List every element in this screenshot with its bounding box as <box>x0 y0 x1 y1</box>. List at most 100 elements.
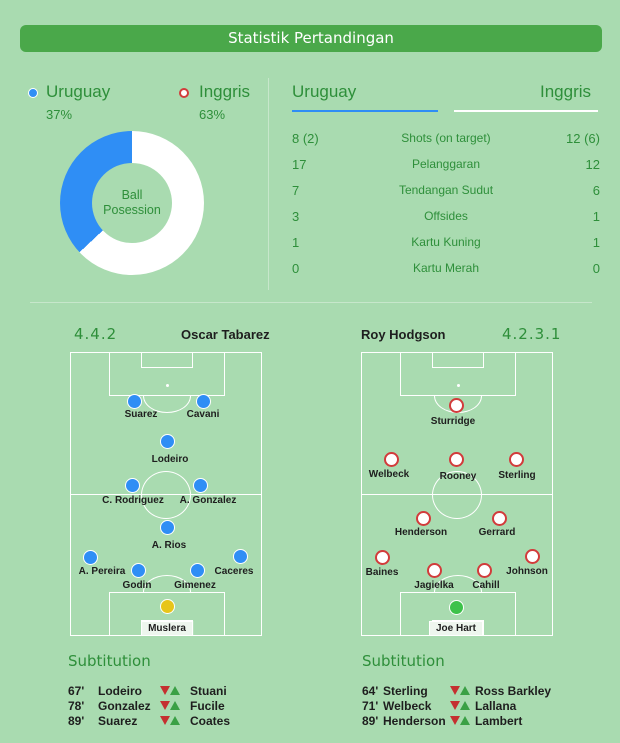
sub-minute: 71' <box>362 699 379 713</box>
sub-in-arrow-icon <box>460 716 470 725</box>
away-player-marker <box>448 397 464 413</box>
stat-home-value: 7 <box>292 183 300 198</box>
divider-vertical <box>268 78 269 290</box>
sub-out-arrow-icon <box>450 701 460 710</box>
stat-row: 8 (2) Shots (on target) 12 (6) <box>292 131 600 151</box>
stat-away-value: 1 <box>592 209 600 224</box>
sub-player-in: Stuani <box>190 684 227 698</box>
stat-row: 17 Pelanggaran 12 <box>292 157 600 177</box>
away-player-name: Joe Hart <box>428 621 484 636</box>
stat-away-value: 12 <box>585 157 600 172</box>
sub-player-out: Gonzalez <box>98 699 151 713</box>
home-coach: Oscar Tabarez <box>181 327 270 342</box>
stat-label: Pelanggaran <box>411 157 481 171</box>
home-player-marker <box>159 433 175 449</box>
away-player-name: Cahill <box>472 580 500 591</box>
sub-player-in: Fucile <box>190 699 225 713</box>
possession-away-pct: 63% <box>199 107 226 122</box>
stat-label: Tendangan Sudut <box>398 183 494 197</box>
sub-player-out: Suarez <box>98 714 138 728</box>
away-pitch <box>361 352 553 636</box>
home-player-marker <box>159 519 175 535</box>
possession-home-pct: 37% <box>46 107 73 122</box>
away-player-marker <box>383 451 399 467</box>
away-sub-row: 64' Sterling Ross Barkley <box>0 684 620 699</box>
page-title: Statistik Pertandingan <box>20 25 602 52</box>
away-player-name: Jagielka <box>414 580 454 591</box>
away-player-marker <box>524 548 540 564</box>
away-player-name: Henderson <box>394 527 448 538</box>
sub-minute: 89' <box>68 714 85 728</box>
home-player-name: A. Gonzalez <box>179 495 237 506</box>
home-player-name: C. Rodriguez <box>102 495 164 506</box>
stat-home-value: 17 <box>292 157 307 172</box>
sub-player-in: Lambert <box>475 714 523 728</box>
home-player-name: A. Rios <box>151 540 187 551</box>
stats-home-bar <box>292 110 438 112</box>
away-player-marker <box>476 562 492 578</box>
sub-in-arrow-icon <box>170 701 180 710</box>
sub-out-arrow-icon <box>160 716 170 725</box>
stat-row: 3 Offsides 1 <box>292 209 600 229</box>
home-sub-row: 78' Gonzalez Fucile <box>0 699 620 714</box>
divider-horizontal <box>30 302 592 303</box>
stat-label: Shots (on target) <box>401 131 491 145</box>
home-player-marker <box>192 477 208 493</box>
donut-center-label: Ball Posession <box>92 163 172 243</box>
stat-home-value: 0 <box>292 261 300 276</box>
sub-out-arrow-icon <box>160 686 170 695</box>
home-player-marker <box>82 549 98 565</box>
sub-out-arrow-icon <box>450 686 460 695</box>
stat-away-value: 6 <box>592 183 600 198</box>
away-player-name: Baines <box>365 567 399 578</box>
inggris-legend-dot <box>179 88 189 98</box>
away-sub-row: 71' Welbeck Lallana <box>0 699 620 714</box>
home-player-marker <box>159 598 175 614</box>
home-player-name: Suarez <box>124 409 158 420</box>
away-player-marker <box>448 451 464 467</box>
away-player-marker <box>426 562 442 578</box>
stat-home-value: 1 <box>292 235 300 250</box>
stats-home-team: Uruguay <box>292 82 357 101</box>
sub-minute: 64' <box>362 684 379 698</box>
sub-player-out: Welbeck <box>383 699 432 713</box>
sub-player-in: Ross Barkley <box>475 684 552 698</box>
home-subs-title: Subtitution <box>68 652 151 670</box>
sub-player-in: Lallana <box>475 699 517 713</box>
home-player-name: Cavani <box>186 409 220 420</box>
stat-away-value: 1 <box>592 235 600 250</box>
sub-minute: 89' <box>362 714 379 728</box>
stat-row: 0 Kartu Merah 0 <box>292 261 600 281</box>
sub-in-arrow-icon <box>170 686 180 695</box>
sub-in-arrow-icon <box>170 716 180 725</box>
stat-home-value: 8 (2) <box>292 131 319 146</box>
away-player-name: Johnson <box>506 566 548 577</box>
possession-away-name: Inggris <box>199 82 251 101</box>
sub-player-out: Sterling <box>383 684 428 698</box>
home-player-marker <box>232 548 248 564</box>
sub-player-in: Coates <box>190 714 231 728</box>
sub-out-arrow-icon <box>450 716 460 725</box>
away-player-marker <box>415 510 431 526</box>
sub-minute: 78' <box>68 699 85 713</box>
stats-away-bar <box>454 110 598 112</box>
home-player-name: Muslera <box>141 621 193 636</box>
stat-home-value: 3 <box>292 209 300 224</box>
home-pitch <box>70 352 262 636</box>
away-player-marker <box>508 451 524 467</box>
away-player-name: Sturridge <box>430 416 476 427</box>
stats-away-team: Inggris <box>540 82 592 101</box>
home-player-marker <box>124 477 140 493</box>
home-player-name: Caceres <box>214 566 254 577</box>
sub-out-arrow-icon <box>160 701 170 710</box>
home-player-marker <box>195 393 211 409</box>
stat-row: 1 Kartu Kuning 1 <box>292 235 600 255</box>
away-formation: 4.2.3.1 <box>502 325 562 343</box>
stat-label: Kartu Kuning <box>411 235 481 249</box>
sub-minute: 67' <box>68 684 85 698</box>
away-player-name: Gerrard <box>478 527 516 538</box>
away-player-name: Sterling <box>498 470 536 481</box>
stat-away-value: 12 (6) <box>566 131 600 146</box>
uruguay-legend-dot <box>28 88 38 98</box>
home-player-name: A. Pereira <box>78 566 126 577</box>
